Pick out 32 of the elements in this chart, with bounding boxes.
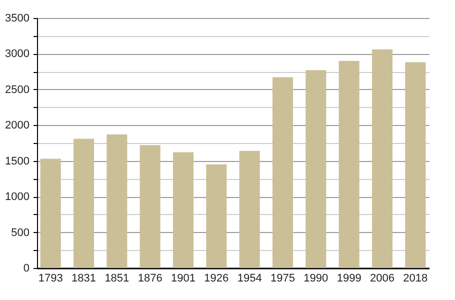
bar [405, 62, 426, 268]
x-tick-label: 1975 [270, 272, 295, 284]
x-tick-label: 1999 [336, 272, 362, 284]
y-tick-label: 1500 [5, 155, 30, 168]
x-tick-label: 1851 [104, 272, 130, 284]
y-tick-label: 2000 [5, 120, 30, 132]
x-tick-label: 1926 [204, 272, 229, 284]
x-tick-label: 2006 [370, 272, 394, 284]
bar [306, 70, 326, 268]
x-tick-label: 1990 [304, 272, 328, 284]
bar [40, 158, 61, 268]
bar [239, 150, 260, 268]
x-tick-label: 1901 [171, 272, 196, 284]
y-tick-label: 3500 [5, 12, 30, 24]
bar [272, 77, 294, 268]
x-tick-label: 2018 [403, 272, 428, 284]
y-tick-label: 3000 [5, 48, 30, 60]
x-tick-label: 1793 [38, 272, 63, 284]
bar [172, 152, 194, 268]
x-tick-label: 1954 [237, 272, 262, 284]
x-tick-label: 1876 [138, 272, 162, 284]
y-tick-label: 500 [11, 226, 30, 239]
y-tick-label: 0 [23, 262, 30, 274]
bar [140, 145, 160, 268]
bar [73, 138, 94, 268]
y-tick-label: 1000 [5, 191, 30, 204]
bar [206, 164, 227, 268]
bar [372, 49, 393, 268]
bar [338, 60, 360, 268]
x-tick-label: 1831 [72, 272, 96, 284]
y-tick-label: 2500 [5, 84, 30, 96]
bar [106, 134, 128, 268]
